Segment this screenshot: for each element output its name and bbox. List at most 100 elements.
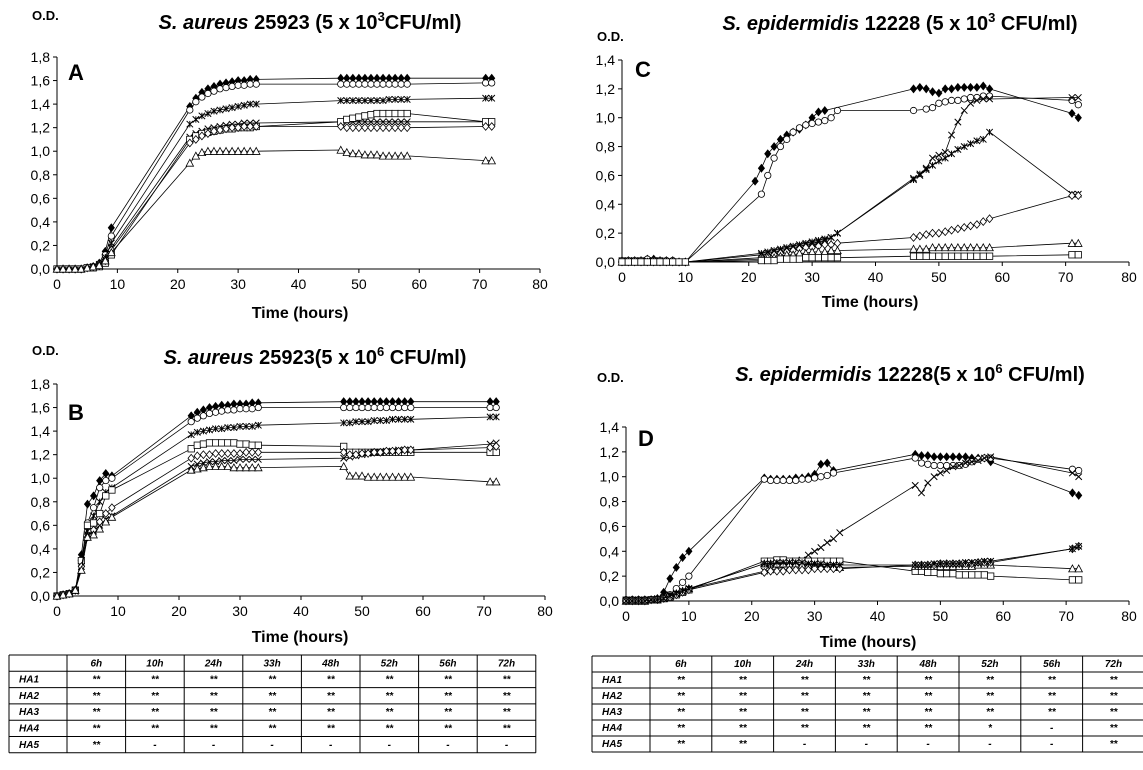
data-point: [941, 154, 949, 162]
data-point: [792, 558, 800, 567]
table-cell: **: [210, 691, 219, 702]
x-tick-label: 10: [678, 269, 694, 285]
data-point: [811, 547, 819, 555]
table-cell: **: [210, 724, 219, 735]
y-tick-label: 1,0: [600, 469, 620, 485]
data-point: [936, 570, 944, 578]
series-diamond: [53, 397, 500, 601]
table-header-cell: 52h: [981, 659, 998, 670]
data-point: [343, 97, 351, 105]
data-point: [1075, 490, 1083, 500]
data-point: [242, 455, 250, 463]
data-point: [776, 255, 785, 263]
data-point: [757, 163, 766, 173]
table-cell: **: [503, 675, 512, 686]
chart-title-unit: CFU/ml): [1003, 364, 1085, 386]
table-cell: -: [865, 739, 869, 750]
table-cell: -: [505, 740, 509, 751]
data-point: [795, 124, 804, 132]
data-point: [64, 589, 74, 598]
data-point: [924, 460, 932, 468]
data-point: [101, 517, 111, 526]
data-point: [915, 244, 925, 253]
data-point: [922, 84, 930, 94]
data-point: [199, 427, 207, 435]
data-point: [407, 445, 415, 455]
data-point: [197, 147, 207, 156]
data-point: [198, 112, 206, 120]
table-cell: **: [924, 691, 933, 702]
data-point: [947, 243, 956, 252]
table-cell: **: [268, 675, 277, 686]
x-axis-label: Time (hours): [252, 305, 349, 322]
y-tick-label: 1,2: [31, 120, 51, 136]
data-point: [770, 154, 778, 162]
data-point: [396, 151, 406, 160]
data-point: [205, 439, 214, 447]
table-cell: **: [327, 724, 336, 735]
data-point: [487, 156, 497, 165]
data-point: [234, 81, 242, 89]
data-point: [352, 403, 360, 412]
data-point: [955, 571, 963, 579]
data-point: [352, 418, 360, 426]
data-point: [928, 161, 937, 169]
chart-title-species: S. epidermidis: [735, 364, 872, 386]
data-point: [96, 498, 104, 506]
data-point: [811, 474, 819, 482]
data-point: [107, 232, 115, 240]
data-point: [924, 479, 932, 487]
x-tick-label: 70: [1058, 269, 1074, 285]
data-point: [961, 459, 970, 467]
data-point: [618, 258, 626, 266]
data-point: [943, 560, 951, 568]
data-point: [814, 254, 823, 262]
data-point: [486, 403, 494, 412]
panel-letter: D: [638, 426, 654, 451]
data-point: [821, 106, 829, 115]
table-header-cell: 33h: [858, 659, 875, 670]
data-point: [1068, 576, 1077, 584]
data-point: [679, 587, 687, 595]
series-diamond-open: [618, 191, 1083, 267]
data-point: [218, 425, 226, 433]
data-point: [240, 81, 248, 89]
data-point: [100, 256, 110, 265]
data-point: [966, 93, 975, 102]
data-point: [943, 570, 951, 578]
x-tick-label: 60: [994, 269, 1010, 285]
data-point: [666, 574, 674, 584]
data-point: [369, 472, 379, 481]
data-point: [679, 553, 687, 562]
y-axis-label: O.D.: [597, 29, 624, 44]
table-cell: **: [151, 691, 160, 702]
data-point: [666, 592, 674, 600]
data-point: [230, 424, 238, 432]
data-point: [358, 403, 366, 412]
series-line: [56, 446, 497, 597]
chart-title-exponent: 6: [377, 344, 384, 359]
data-point: [488, 79, 496, 87]
data-point: [239, 146, 249, 155]
table-header-cell: 52h: [381, 658, 398, 669]
data-point: [252, 100, 260, 108]
series-line: [56, 401, 497, 597]
data-point: [922, 230, 930, 240]
data-point: [485, 477, 495, 486]
data-point: [928, 243, 937, 252]
y-tick-label: 1,2: [600, 444, 620, 460]
data-point: [917, 459, 926, 467]
data-point: [1074, 93, 1082, 102]
data-point: [960, 222, 968, 232]
table-header-cell: 56h: [439, 658, 456, 669]
data-point: [953, 243, 963, 252]
table-cell: -: [446, 740, 450, 751]
series-line: [57, 97, 492, 270]
table-cell: **: [1110, 707, 1119, 718]
data-point: [52, 264, 62, 273]
data-point: [487, 122, 496, 131]
table-cell: **: [739, 707, 748, 718]
y-axis-label: O.D.: [32, 343, 59, 358]
data-point: [1075, 542, 1083, 550]
data-point: [224, 457, 232, 465]
